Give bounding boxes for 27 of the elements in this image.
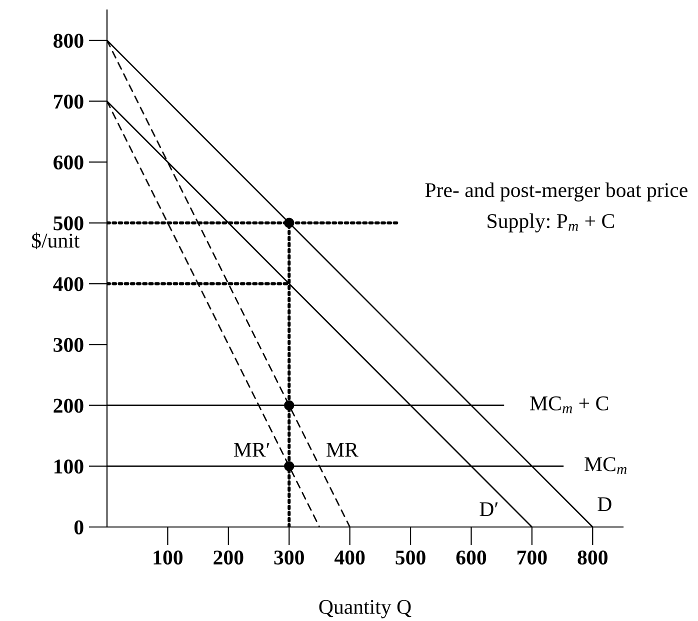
y-tick-label: 200 (54, 398, 84, 413)
x-tick-label: 400 (334, 550, 365, 565)
series-label: MR (326, 442, 358, 457)
series-label: MC$_{m}$ (584, 457, 627, 474)
annotation: Pre- and post-merger boat price (425, 182, 688, 202)
x-axis-title: Quantity Q (319, 600, 412, 618)
x-tick-label: 100 (154, 550, 183, 565)
y-tick-label: 700 (54, 94, 84, 109)
y-tick-label: 300 (54, 338, 84, 352)
series-label: D (598, 497, 612, 512)
y-tick-label: 500 (54, 216, 84, 230)
annotation: Supply: P$_{m}$ + C (488, 213, 614, 232)
y-tick-label: 0 (74, 520, 84, 534)
y-tick-label: 400 (53, 277, 84, 292)
series-label: D′ (480, 502, 498, 516)
x-tick-label: 300 (274, 550, 304, 565)
x-tick-label: 200 (214, 550, 244, 565)
y-tick-label: 800 (54, 34, 84, 48)
x-tick-label: 500 (396, 550, 426, 565)
y-axis-title: $/unit (32, 232, 80, 250)
y-tick-label: 100 (54, 460, 84, 474)
series-label: MR′ (234, 443, 270, 457)
x-tick-label: 700 (518, 550, 547, 565)
x-tick-label: 600 (456, 550, 486, 565)
x-tick-label: 800 (578, 550, 608, 565)
y-tick-label: 600 (54, 155, 84, 170)
series-label: MC$_{m}$ + C (530, 396, 608, 414)
